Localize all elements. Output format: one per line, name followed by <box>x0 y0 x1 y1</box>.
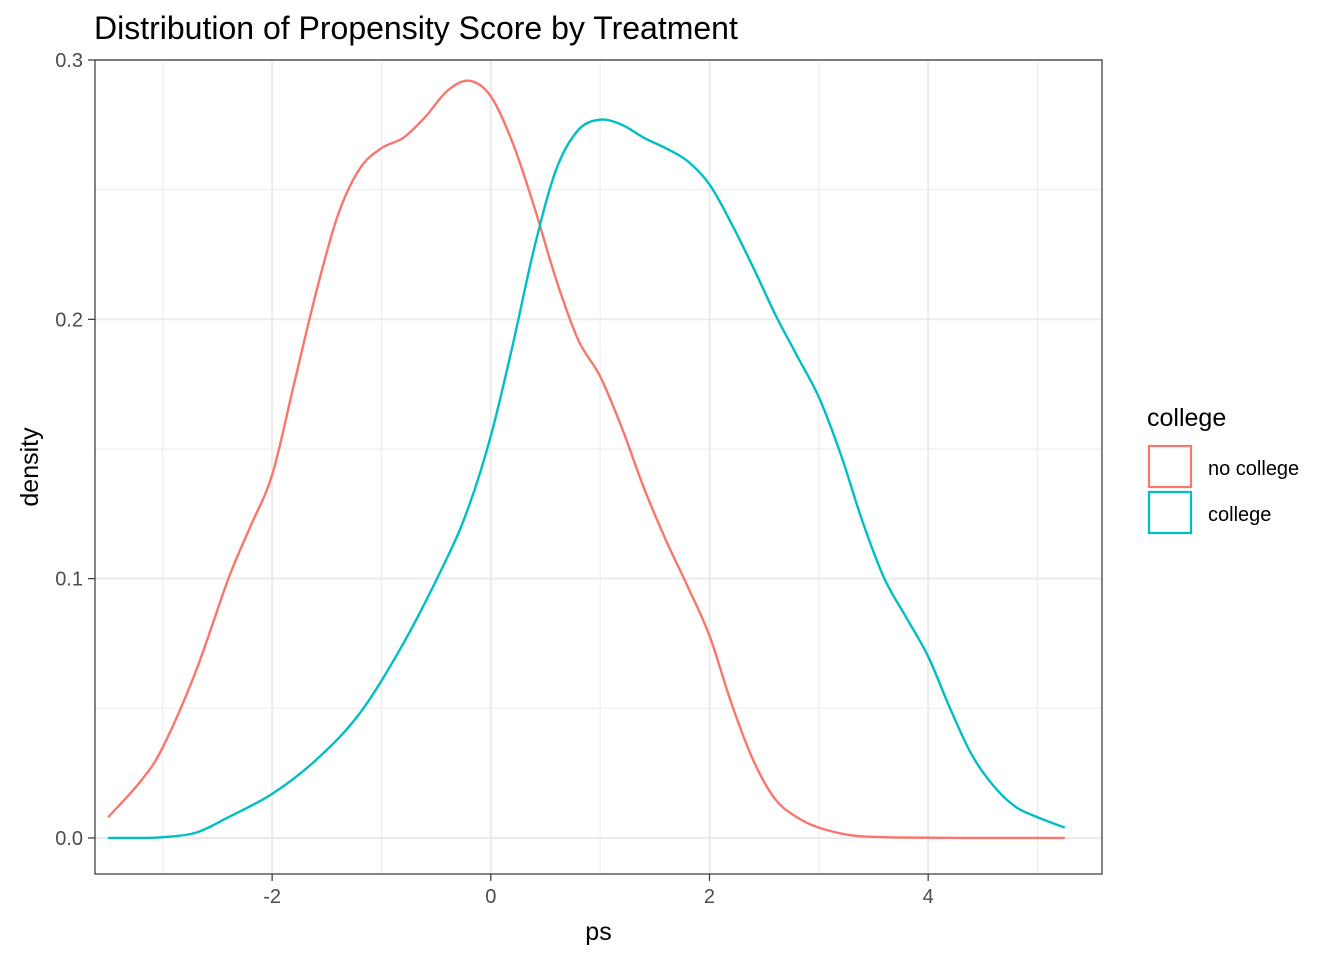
density-line-college <box>108 118 1066 840</box>
legend: college no college college <box>1147 404 1299 535</box>
legend-label: college <box>1208 504 1271 526</box>
series-layer <box>107 79 1066 840</box>
x-tick-label: 4 <box>923 886 934 908</box>
x-axis-title: ps <box>585 918 611 946</box>
legend-key-no-college <box>1147 444 1193 489</box>
x-axis: -2 0 2 4 <box>263 874 934 908</box>
y-axis: 0.0 0.1 0.2 0.3 <box>55 50 95 850</box>
plot-panel-border <box>94 59 1103 875</box>
plot-panel-background <box>95 60 1102 874</box>
y-tick-label: 0.1 <box>55 569 83 591</box>
y-tick-label: 0.3 <box>55 50 83 72</box>
density-line-no-college <box>107 79 1065 840</box>
x-tick-label: -2 <box>263 886 281 908</box>
legend-key-college <box>1147 490 1193 535</box>
chart-title: Distribution of Propensity Score by Trea… <box>94 10 738 46</box>
legend-label: no college <box>1208 458 1299 480</box>
legend-title: college <box>1147 404 1226 432</box>
x-tick-label: 0 <box>485 886 496 908</box>
y-axis-title: density <box>16 427 44 507</box>
grid-minor <box>95 60 1102 874</box>
x-tick-label: 2 <box>704 886 715 908</box>
y-tick-label: 0.2 <box>55 309 83 331</box>
y-tick-label: 0.0 <box>55 828 83 850</box>
